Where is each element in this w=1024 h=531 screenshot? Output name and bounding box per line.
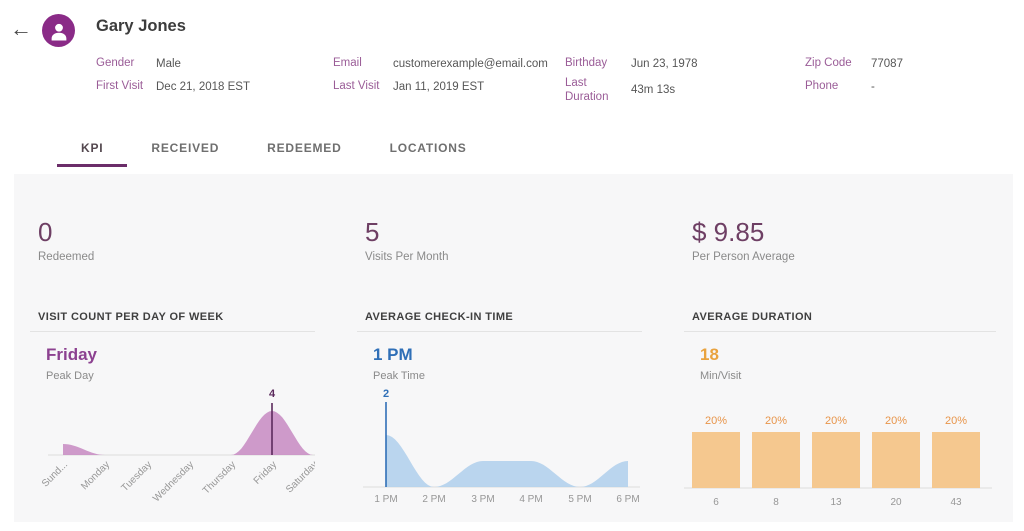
field-zip-code: Zip Code 77087 — [805, 53, 1016, 74]
field-gender: Gender Male — [96, 53, 333, 74]
min-per-visit-sublabel: Min/Visit — [700, 369, 742, 382]
svg-text:6 PM: 6 PM — [616, 494, 639, 505]
svg-text:Sund...: Sund... — [40, 459, 70, 489]
svg-text:3 PM: 3 PM — [471, 494, 494, 505]
field-label: Last Visit — [333, 80, 380, 93]
svg-text:13: 13 — [830, 497, 842, 508]
peak-time-value: 1 PM — [373, 344, 413, 364]
divider — [357, 330, 642, 332]
svg-text:4 PM: 4 PM — [519, 494, 542, 505]
chart-title: VISIT COUNT PER DAY OF WEEK — [38, 310, 224, 323]
customer-fields: Gender Male First Visit Dec 21, 2018 EST… — [96, 53, 1016, 107]
field-birthday: Birthday Jun 23, 1978 — [565, 53, 805, 74]
average-duration-chart: 20% 6 20% 8 20% 13 20% 20 20% 43 — [684, 415, 992, 508]
kpi-label: Visits Per Month — [365, 250, 449, 263]
kpi-stats-row: 0 Redeemed 5 Visits Per Month $ 9.85 Per… — [30, 218, 997, 263]
checkin-time-chart: 2 1 PM 2 PM 3 PM 4 PM 5 PM 6 PM — [363, 388, 640, 505]
field-value: Male — [156, 57, 181, 70]
field-value: Jan 11, 2019 EST — [393, 80, 485, 93]
field-value: 43m 13s — [631, 84, 676, 97]
svg-text:5 PM: 5 PM — [568, 494, 591, 505]
checkin-time-chart-card: AVERAGE CHECK-IN TIME 1 PM Peak Time 2 1 … — [357, 311, 642, 523]
kpi-per-person-average: $ 9.85 Per Person Average — [684, 218, 996, 263]
field-column: Gender Male First Visit Dec 21, 2018 EST — [96, 53, 333, 107]
svg-text:20%: 20% — [945, 415, 967, 427]
field-label: First Visit — [96, 80, 144, 93]
field-column: Email customerexample@email.com Last Vis… — [333, 53, 565, 107]
person-icon — [46, 18, 72, 44]
field-last-visit: Last Visit Jan 11, 2019 EST — [333, 76, 565, 97]
svg-text:20%: 20% — [705, 415, 727, 427]
field-label: Zip Code — [805, 57, 852, 70]
back-arrow-icon[interactable]: ← — [10, 16, 32, 41]
field-column: Birthday Jun 23, 1978 Last Duration 43m … — [565, 53, 805, 107]
profile-header: ← Gary Jones Gender Male First Visit Dec… — [0, 0, 1024, 130]
svg-text:Wednesday: Wednesday — [151, 459, 196, 504]
field-label: Last Duration — [565, 77, 609, 104]
tab-locations[interactable]: LOCATIONS — [389, 141, 467, 155]
tab-redeemed[interactable]: REDEEMED — [267, 141, 342, 155]
svg-text:2: 2 — [383, 388, 389, 400]
charts-row: VISIT COUNT PER DAY OF WEEK Friday Peak … — [30, 311, 997, 523]
customer-name: Gary Jones — [96, 17, 186, 35]
average-duration-chart-card: AVERAGE DURATION 18 Min/Visit 20% 6 20% 8 20… — [684, 311, 996, 523]
kpi-value: $ 9.85 — [692, 217, 765, 247]
kpi-value: 5 — [365, 217, 380, 247]
field-label: Birthday — [565, 57, 608, 70]
divider — [30, 330, 315, 332]
tab-received[interactable]: RECEIVED — [151, 141, 220, 155]
svg-text:4: 4 — [269, 388, 276, 400]
kpi-label: Per Person Average — [692, 250, 795, 263]
svg-text:Tuesday: Tuesday — [119, 459, 154, 494]
kpi-value: 0 — [38, 217, 53, 247]
chart-title: AVERAGE DURATION — [692, 310, 813, 323]
field-value: Dec 21, 2018 EST — [156, 80, 250, 93]
field-value: - — [871, 80, 875, 93]
customer-avatar — [42, 14, 75, 47]
field-value: customerexample@email.com — [393, 57, 548, 70]
profile-tabs: KPI RECEIVED REDEEMED LOCATIONS — [57, 137, 491, 167]
field-value: Jun 23, 1978 — [631, 57, 698, 70]
kpi-redeemed: 0 Redeemed — [30, 218, 315, 263]
field-email: Email customerexample@email.com — [333, 53, 565, 74]
svg-text:20%: 20% — [825, 415, 847, 427]
svg-text:Friday: Friday — [252, 459, 279, 486]
kpi-label: Redeemed — [38, 250, 95, 263]
field-label: Email — [333, 57, 362, 70]
field-label: Gender — [96, 57, 135, 70]
svg-text:6: 6 — [713, 497, 719, 508]
min-per-visit-value: 18 — [700, 344, 719, 364]
svg-text:20%: 20% — [765, 415, 787, 427]
field-last-duration: Last Duration 43m 13s — [565, 76, 805, 105]
kpi-panel: 0 Redeemed 5 Visits Per Month $ 9.85 Per… — [14, 174, 1013, 522]
svg-text:2 PM: 2 PM — [422, 494, 445, 505]
field-column: Zip Code 77087 Phone - — [805, 53, 1016, 107]
svg-text:1 PM: 1 PM — [374, 494, 397, 505]
chart-title: AVERAGE CHECK-IN TIME — [365, 310, 514, 323]
divider — [684, 330, 996, 332]
field-first-visit: First Visit Dec 21, 2018 EST — [96, 76, 333, 97]
peak-day-value: Friday — [46, 344, 98, 364]
svg-text:43: 43 — [950, 497, 962, 508]
visit-count-chart-card: VISIT COUNT PER DAY OF WEEK Friday Peak … — [30, 311, 315, 523]
field-label: Phone — [805, 80, 839, 93]
tab-kpi[interactable]: KPI — [57, 137, 128, 167]
svg-text:20: 20 — [890, 497, 902, 508]
svg-text:Monday: Monday — [79, 459, 112, 492]
field-phone: Phone - — [805, 76, 1016, 97]
svg-text:20%: 20% — [885, 415, 907, 427]
svg-text:Saturday: Saturday — [284, 459, 315, 495]
peak-day-sublabel: Peak Day — [46, 369, 94, 382]
peak-time-sublabel: Peak Time — [373, 369, 425, 382]
kpi-visits-per-month: 5 Visits Per Month — [357, 218, 642, 263]
svg-text:Thursday: Thursday — [201, 459, 238, 496]
field-value: 77087 — [871, 57, 903, 70]
svg-text:8: 8 — [773, 497, 779, 508]
